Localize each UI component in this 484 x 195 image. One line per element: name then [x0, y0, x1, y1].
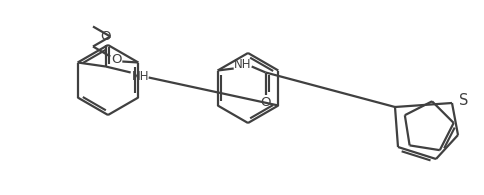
- Text: S: S: [458, 93, 468, 108]
- Text: O: O: [100, 30, 111, 43]
- Text: O: O: [260, 96, 271, 109]
- Text: NH: NH: [132, 70, 149, 83]
- Text: NH: NH: [233, 58, 251, 71]
- Text: O: O: [111, 53, 121, 66]
